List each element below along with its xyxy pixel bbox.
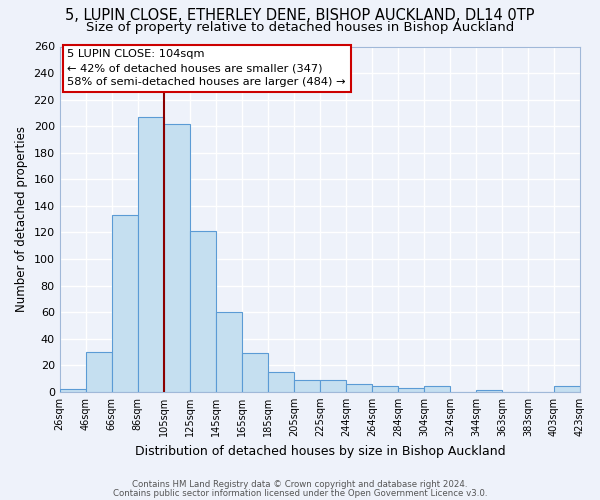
Text: Contains public sector information licensed under the Open Government Licence v3: Contains public sector information licen…: [113, 488, 487, 498]
Y-axis label: Number of detached properties: Number of detached properties: [15, 126, 28, 312]
Bar: [112, 215, 138, 392]
Bar: [59, 389, 86, 392]
Bar: [294, 380, 320, 392]
Text: Contains HM Land Registry data © Crown copyright and database right 2024.: Contains HM Land Registry data © Crown c…: [132, 480, 468, 489]
Bar: [554, 386, 580, 392]
X-axis label: Distribution of detached houses by size in Bishop Auckland: Distribution of detached houses by size …: [134, 444, 505, 458]
Bar: [164, 124, 190, 392]
Bar: [242, 354, 268, 392]
Bar: [398, 388, 424, 392]
Bar: [216, 312, 242, 392]
Bar: [320, 380, 346, 392]
Bar: [346, 384, 372, 392]
Bar: [268, 372, 294, 392]
Bar: [476, 390, 502, 392]
Bar: [424, 386, 450, 392]
Bar: [138, 117, 164, 392]
Text: 5, LUPIN CLOSE, ETHERLEY DENE, BISHOP AUCKLAND, DL14 0TP: 5, LUPIN CLOSE, ETHERLEY DENE, BISHOP AU…: [65, 8, 535, 22]
Text: Size of property relative to detached houses in Bishop Auckland: Size of property relative to detached ho…: [86, 21, 514, 34]
Bar: [372, 386, 398, 392]
Text: 5 LUPIN CLOSE: 104sqm
← 42% of detached houses are smaller (347)
58% of semi-det: 5 LUPIN CLOSE: 104sqm ← 42% of detached …: [67, 49, 346, 87]
Bar: [86, 352, 112, 392]
Bar: [190, 231, 216, 392]
